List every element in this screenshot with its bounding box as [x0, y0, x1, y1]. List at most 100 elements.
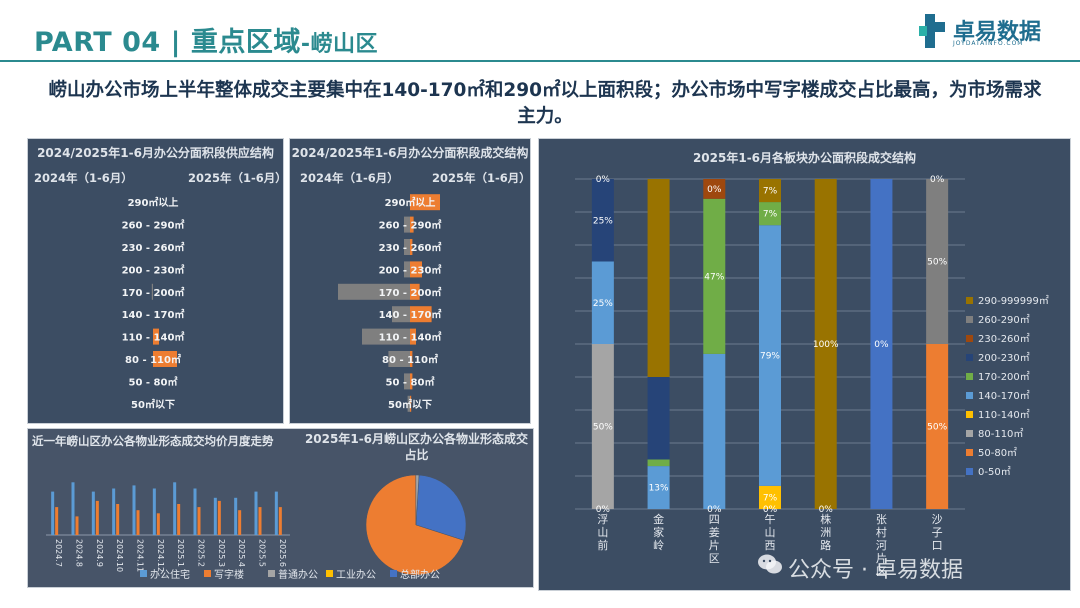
month-tick: 2024.11 — [136, 539, 145, 572]
stacked-bar — [759, 179, 781, 203]
legend-swatch — [966, 316, 973, 323]
category-label: 80 - 110㎡ — [125, 353, 181, 366]
category-label: 50 - 80㎡ — [129, 375, 178, 388]
chart-title: 2024/2025年1-6月办公分面积段供应结构 — [37, 146, 274, 160]
data-label: 47% — [704, 272, 724, 282]
price-bar — [75, 516, 79, 535]
wechat-icon — [758, 554, 782, 574]
category-label: 张 — [876, 513, 887, 526]
left-bar — [392, 306, 410, 323]
data-label: 0% — [707, 505, 722, 515]
right-bar — [153, 328, 159, 345]
category-label: 50 - 80㎡ — [386, 375, 435, 388]
right-year-label: 2025年（1-6月） — [432, 171, 531, 185]
category-label: 口 — [932, 539, 943, 552]
page-title: PART 04 | 重点区域-崂山区 — [34, 20, 378, 59]
data-label: 25% — [593, 216, 613, 226]
legend-swatch — [966, 411, 973, 418]
legend-label: 80-110㎡ — [978, 428, 1023, 440]
month-tick: 2024.10 — [115, 539, 124, 572]
left-bar — [404, 239, 410, 255]
category-label: 200 - 230㎡ — [379, 263, 442, 276]
chart-title: 2024/2025年1-6月办公分面积段成交结构 — [291, 146, 529, 160]
month-tick: 2024.9 — [95, 539, 104, 567]
summary-text: 崂山办公市场上半年整体成交主要集中在140-170㎡和290㎡以上面积段；办公市… — [48, 80, 1042, 127]
price-bar — [197, 507, 201, 535]
stacked-bar — [591, 179, 614, 262]
legend-swatch — [966, 449, 973, 456]
price-bar — [136, 510, 140, 535]
legend-swatch — [966, 335, 973, 342]
data-label: 50% — [927, 258, 947, 268]
left-bar — [404, 216, 410, 233]
stacked-bar — [647, 377, 670, 460]
right-bar — [410, 261, 422, 278]
category-label: 50㎡以下 — [131, 398, 175, 411]
category-label: 260 - 290㎡ — [379, 219, 442, 232]
legend-swatch — [390, 570, 397, 577]
category-label: 200 - 230㎡ — [122, 263, 185, 276]
category-label: 洲 — [820, 526, 831, 539]
brand-logo: 卓易数据 JOYDATAINFO.COM — [917, 12, 1057, 52]
left-bar — [404, 261, 410, 278]
right-bar — [410, 328, 416, 345]
pie-slice — [365, 474, 464, 576]
right-bar — [410, 283, 420, 300]
chart-title: 近一年崂山区办公各物业形态成交均价月度走势 — [32, 434, 274, 448]
legend: 办公住宅 写字楼 普通办公 工业办公 总部办公 — [140, 568, 440, 581]
legend-label: 写字楼 — [214, 568, 244, 581]
butterfly-svg: 290㎡以上 260 - 290㎡ 230 - 260㎡ 200 - 230㎡ 170 … — [122, 196, 185, 411]
price-bar — [278, 507, 282, 535]
month-tick: 2024.12 — [156, 539, 165, 572]
price-bar — [116, 504, 120, 535]
category-label: 290㎡以上 — [128, 196, 179, 209]
legend-swatch — [966, 392, 973, 399]
data-label: 7% — [763, 187, 778, 197]
price-bar — [152, 488, 156, 535]
month-tick: 2025.3 — [217, 539, 226, 567]
category-label: 片 — [709, 539, 720, 552]
monthly-price-panel: 近一年崂山区办公各物业形态成交均价月度走势 2024.7 2024.8 2024.9… — [27, 428, 534, 588]
left-year-label: 2024年（1-6月） — [34, 171, 133, 185]
legend-swatch — [966, 297, 973, 304]
pie-slice — [415, 474, 420, 526]
price-bar — [173, 482, 177, 535]
price-bar — [213, 497, 217, 535]
stacked-bar — [759, 202, 781, 226]
left-bar — [407, 395, 410, 412]
category-label: 50㎡以下 — [388, 398, 432, 411]
stacked-bar — [870, 179, 893, 509]
category-label: 230 - 260㎡ — [379, 241, 442, 254]
stacked-bar — [703, 353, 726, 509]
data-label: 0% — [707, 185, 722, 195]
legend-label: 50-80㎡ — [978, 447, 1017, 459]
stacked-bar — [647, 466, 670, 509]
left-bar — [338, 283, 410, 300]
category-label: 四 — [709, 513, 720, 526]
monthly-price-chart: 2024.7 2024.8 2024.9 2024.10 2024.11 2024.12 2… — [46, 482, 290, 572]
price-bar — [234, 497, 238, 535]
right-bar — [410, 395, 412, 412]
data-label: 100% — [813, 340, 839, 350]
price-bar — [91, 491, 95, 535]
stacked-bar — [703, 179, 726, 199]
chart-title: 2025年1-6月各板块办公面积段成交结构 — [692, 151, 917, 165]
right-year-label: 2025年（1-6月） — [188, 171, 287, 185]
stacked-bar — [759, 225, 781, 486]
data-label: 13% — [649, 484, 669, 494]
category-label: 140 - 170㎡ — [122, 308, 185, 321]
stacked-bar — [591, 261, 614, 344]
legend-label: 290-999999㎡ — [978, 295, 1049, 307]
stacked-bar-chart: 浮山前0%50%25%25%0%金家岭13%四姜片区0%47%0%午山西0%7%… — [575, 175, 1049, 578]
pie-slice — [415, 474, 467, 541]
legend-swatch — [140, 570, 147, 577]
data-label: 50% — [927, 423, 947, 433]
legend-swatch — [966, 430, 973, 437]
left-bar — [362, 328, 410, 345]
stacked-bar — [591, 344, 614, 509]
category-label: 路 — [820, 539, 831, 552]
legend-label: 140-170㎡ — [978, 390, 1030, 402]
title-separator: | — [170, 27, 191, 58]
category-label: 区 — [709, 552, 720, 565]
data-label: 0% — [819, 505, 834, 515]
